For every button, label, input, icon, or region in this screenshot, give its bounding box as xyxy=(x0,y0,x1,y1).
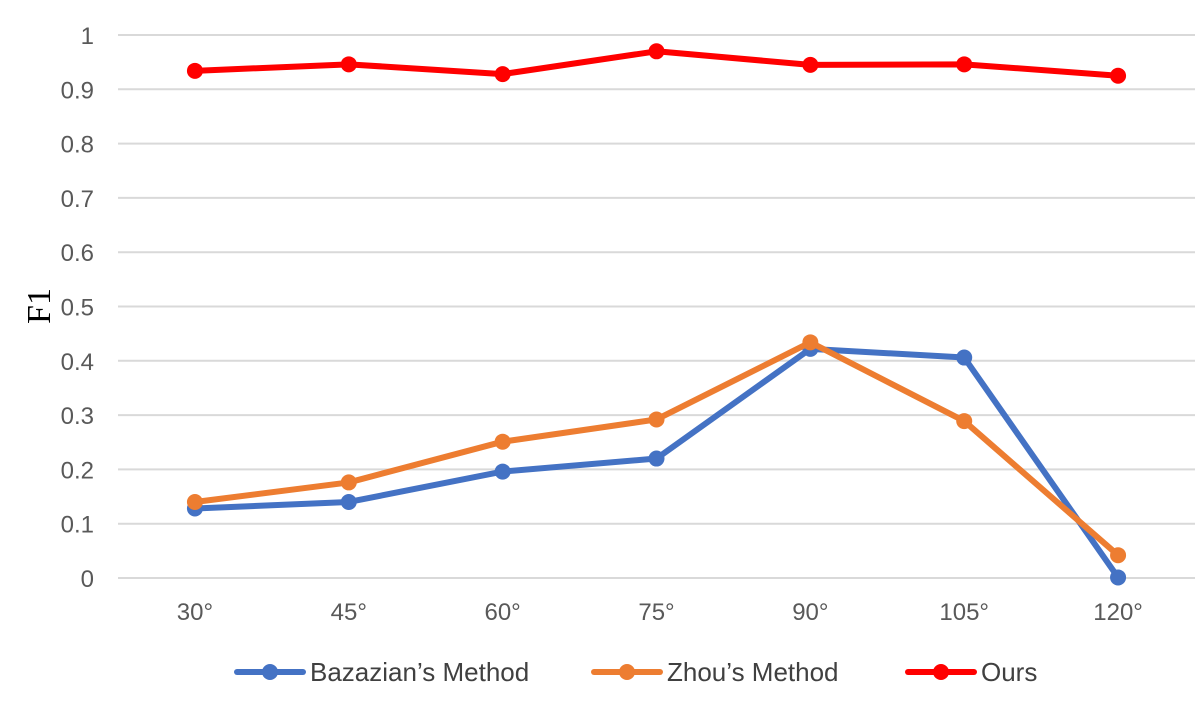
legend-item: Zhou’s Method xyxy=(591,657,839,687)
data-point xyxy=(956,413,973,430)
series-1 xyxy=(186,334,1127,564)
x-axis-tick-labels: 30° 45° 60° 75° 90° 105° 120° xyxy=(177,599,1143,626)
data-point xyxy=(186,493,203,510)
y-tick-label: 0.1 xyxy=(61,512,94,539)
data-point xyxy=(186,62,203,79)
series-2 xyxy=(186,43,1127,84)
legend-label: Bazazian’s Method xyxy=(310,657,529,687)
data-point xyxy=(494,463,511,480)
y-tick-label: 0.6 xyxy=(61,240,94,267)
x-tick-label: 75° xyxy=(638,599,674,626)
data-point xyxy=(648,411,665,428)
legend-item: Ours xyxy=(905,657,1037,687)
data-point xyxy=(956,349,973,366)
y-tick-label: 1 xyxy=(81,23,94,50)
data-point xyxy=(494,66,511,83)
y-tick-label: 0.9 xyxy=(61,77,94,104)
y-tick-label: 0.4 xyxy=(61,349,94,376)
y-axis-tick-labels: 0 0.1 0.2 0.3 0.4 0.5 0.6 0.7 0.8 0.9 1 xyxy=(61,23,94,593)
legend-marker xyxy=(619,664,635,680)
legend-marker xyxy=(933,664,949,680)
data-point xyxy=(340,493,357,510)
y-tick-label: 0.2 xyxy=(61,457,94,484)
series-0 xyxy=(186,340,1127,586)
data-point xyxy=(648,43,665,60)
data-point xyxy=(802,334,819,351)
x-tick-label: 30° xyxy=(177,599,213,626)
y-tick-label: 0.5 xyxy=(61,295,94,322)
legend-item: Bazazian’s Method xyxy=(234,657,529,687)
x-tick-label: 120° xyxy=(1093,599,1143,626)
data-point xyxy=(494,433,511,450)
data-point xyxy=(648,450,665,467)
data-point xyxy=(1110,67,1127,84)
y-tick-label: 0.3 xyxy=(61,403,94,430)
y-tick-label: 0.7 xyxy=(61,186,94,213)
data-point xyxy=(956,56,973,73)
y-axis-title: F1 xyxy=(21,288,58,324)
legend-label: Ours xyxy=(981,657,1037,687)
data-point xyxy=(340,474,357,491)
x-tick-label: 90° xyxy=(792,599,828,626)
y-tick-label: 0.8 xyxy=(61,132,94,159)
data-point xyxy=(1110,569,1127,586)
legend-marker xyxy=(262,664,278,680)
data-point xyxy=(802,56,819,73)
x-tick-label: 60° xyxy=(484,599,520,626)
series-layer xyxy=(186,43,1127,586)
legend: Bazazian’s Method Zhou’s Method Ours xyxy=(234,657,1037,687)
gridlines xyxy=(118,34,1195,579)
x-tick-label: 105° xyxy=(939,599,989,626)
y-tick-label: 0 xyxy=(81,566,94,593)
legend-label: Zhou’s Method xyxy=(667,657,839,687)
data-point xyxy=(1110,547,1127,564)
data-point xyxy=(340,56,357,73)
x-tick-label: 45° xyxy=(331,599,367,626)
